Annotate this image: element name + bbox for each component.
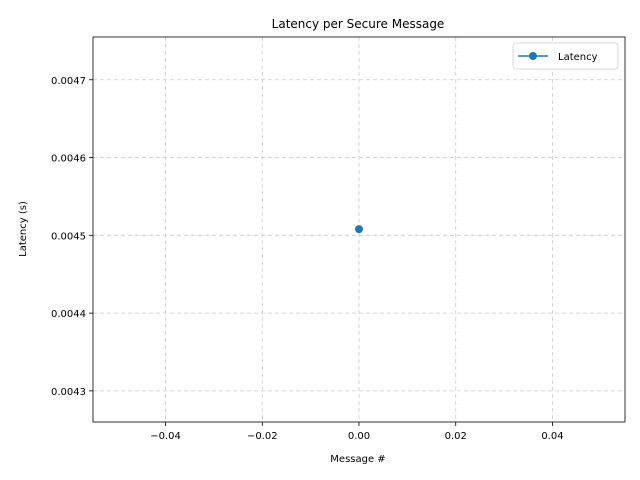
x-tick-label: 0.02 — [445, 431, 467, 442]
data-point — [355, 225, 363, 234]
x-axis-label: Message # — [330, 454, 385, 465]
y-axis-label: Latency (s) — [18, 201, 29, 257]
legend-marker-sample — [529, 52, 537, 60]
legend-box — [512, 42, 619, 70]
y-tick-label: 0.0047 — [51, 76, 86, 87]
y-axis-ticks: 0.0043 0.0044 0.0045 0.0046 0.0047 — [51, 76, 93, 398]
x-tick-label: 0.04 — [541, 431, 563, 442]
legend: Latency — [512, 42, 619, 70]
x-tick-label: −0.04 — [150, 431, 181, 442]
y-tick-label: 0.0046 — [51, 154, 86, 165]
x-tick-label: 0.00 — [348, 431, 370, 442]
y-tick-label: 0.0045 — [51, 231, 86, 242]
x-axis-ticks: −0.04 −0.02 0.00 0.02 0.04 — [150, 422, 564, 442]
y-tick-label: 0.0043 — [51, 387, 86, 398]
grid-lines — [93, 37, 625, 422]
y-tick-label: 0.0044 — [51, 309, 86, 320]
series-layer — [355, 225, 363, 234]
chart-title: Latency per Secure Message — [272, 17, 445, 31]
legend-label: Latency — [558, 52, 598, 63]
x-tick-label: −0.02 — [247, 431, 278, 442]
